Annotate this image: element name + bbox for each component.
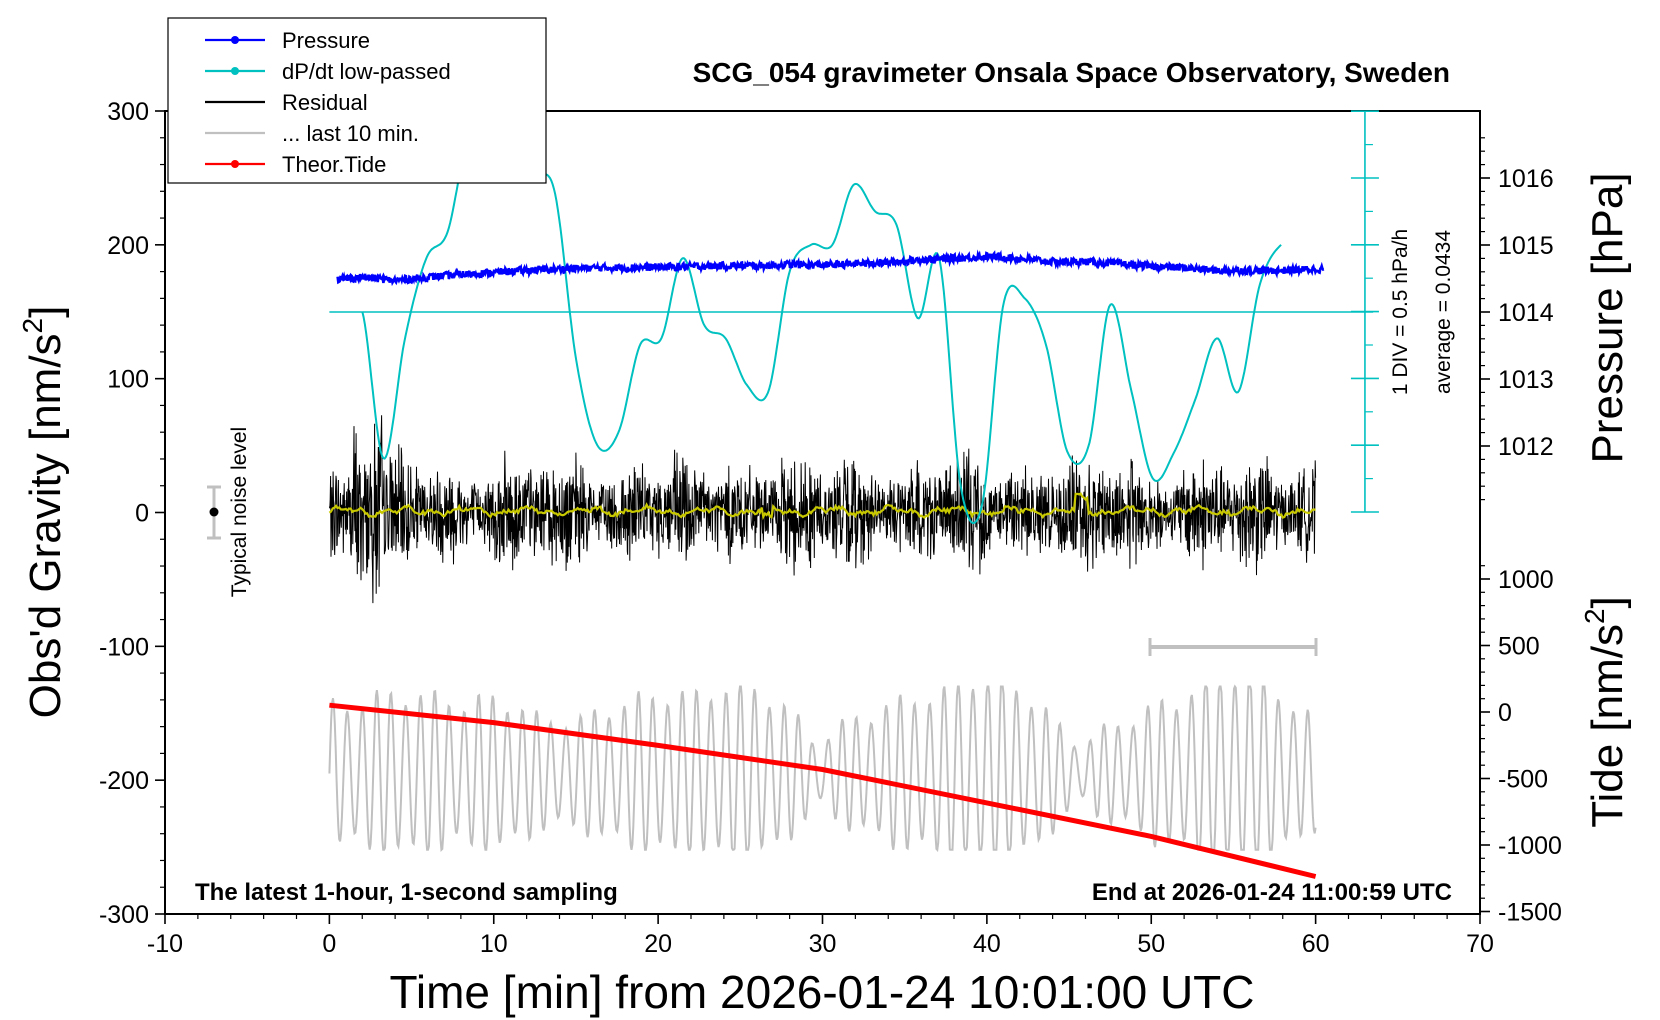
- left-y-axis-title: Obs'd Gravity [nm/s2]: [17, 306, 70, 719]
- legend-swatch-marker: [231, 36, 239, 44]
- legend-label: ... last 10 min.: [282, 121, 419, 146]
- legend-box: [167, 17, 547, 184]
- legend-label: Pressure: [282, 28, 370, 53]
- pressure-tick-label: 1012: [1498, 433, 1554, 461]
- dpdt-axis-layer: [329, 110, 1379, 513]
- pressure-tick-label: 1013: [1498, 366, 1554, 394]
- x-tick-label: 20: [644, 930, 672, 958]
- pressure-line-layer: [336, 249, 1325, 287]
- residual-lowpass-line: [328, 492, 1316, 521]
- residual-line: [328, 415, 1317, 604]
- tide-axis-title-bracket: ]: [1583, 596, 1632, 608]
- tide-line: [329, 702, 1317, 879]
- noise-level-marker: [207, 485, 221, 540]
- y-tick-label: -100: [99, 633, 149, 661]
- left-y-axis-title-exponent: 2: [17, 318, 48, 334]
- pressure-axis: 1016 1015 1014 1013 1012: [1480, 137, 1554, 501]
- tide-tick-label: -1000: [1498, 832, 1562, 860]
- tide-tick-label: 1000: [1498, 566, 1554, 594]
- x-tick-label: 70: [1466, 930, 1494, 958]
- y-tick-label: -200: [99, 767, 149, 795]
- tide-tick-label: -1500: [1498, 899, 1562, 927]
- tide-line-layer: [329, 702, 1317, 879]
- noise-level-label: Typical noise level: [228, 427, 251, 597]
- y-tick-label: 100: [107, 366, 149, 394]
- pressure-axis-title: Pressure [hPa]: [1583, 172, 1632, 463]
- left-y-axis-title-text: Obs'd Gravity [nm/s: [21, 333, 70, 718]
- tide-axis-title-text: Tide [nm/s: [1583, 624, 1632, 828]
- legend: Pressure dP/dt low-passed Residual ... last…: [167, 17, 547, 184]
- y-tick-label: -300: [99, 901, 149, 929]
- pressure-line: [336, 249, 1325, 287]
- tide-tick-label: 0: [1498, 699, 1512, 727]
- pressure-tick-label: 1016: [1498, 165, 1554, 193]
- left-y-axis-title-bracket: ]: [21, 306, 70, 318]
- last-10-min-line: [328, 684, 1317, 853]
- x-tick-label: 50: [1137, 930, 1165, 958]
- x-axis-title: Time [min] from 2026-01-24 10:01:00 UTC: [390, 966, 1255, 1018]
- sampling-label: The latest 1-hour, 1-second sampling: [195, 879, 618, 906]
- tide-tick-label: -500: [1498, 766, 1548, 794]
- tide-axis-title-exponent: 2: [1579, 608, 1610, 624]
- left-y-axis: 300 200 100 0 -100 -200 -300: [99, 98, 165, 929]
- pressure-tick-label: 1014: [1498, 299, 1554, 327]
- legend-swatch-marker: [231, 67, 239, 75]
- noise-level-dot: [209, 507, 219, 517]
- x-axis: -10 0 10 20 30 40 50 60 70: [147, 914, 1494, 958]
- legend-swatch-marker: [231, 160, 239, 168]
- end-time-label: End at 2026-01-24 11:00:59 UTC: [1092, 879, 1452, 906]
- average-label: average = 0.0434: [1432, 230, 1455, 394]
- legend-label: Residual: [282, 90, 368, 115]
- x-tick-label: 60: [1302, 930, 1330, 958]
- ten-minute-scale-bar: [1148, 638, 1318, 656]
- x-tick-label: 30: [809, 930, 837, 958]
- residual-lowpass-line-layer: [328, 492, 1316, 521]
- pressure-tick-label: 1015: [1498, 232, 1554, 260]
- tide-tick-label: 500: [1498, 633, 1540, 661]
- tide-axis-title: Tide [nm/s2]: [1579, 596, 1632, 828]
- y-tick-label: 200: [107, 232, 149, 260]
- legend-label: Theor.Tide: [282, 152, 386, 177]
- x-tick-label: 10: [480, 930, 508, 958]
- x-tick-label: 40: [973, 930, 1001, 958]
- div-label: 1 DIV = 0.5 hPa/h: [1389, 229, 1412, 395]
- x-tick-label: 0: [322, 930, 336, 958]
- x-tick-label: -10: [147, 930, 183, 958]
- last-10-min-line-layer: [328, 684, 1317, 853]
- tide-axis: 1000 500 0 -500 -1000 -1500: [1480, 565, 1562, 927]
- y-tick-label: 300: [107, 98, 149, 126]
- residual-line-layer: [328, 415, 1317, 604]
- chart-title: SCG_054 gravimeter Onsala Space Observat…: [693, 57, 1450, 88]
- y-tick-label: 0: [135, 500, 149, 528]
- legend-label: dP/dt low-passed: [282, 59, 451, 84]
